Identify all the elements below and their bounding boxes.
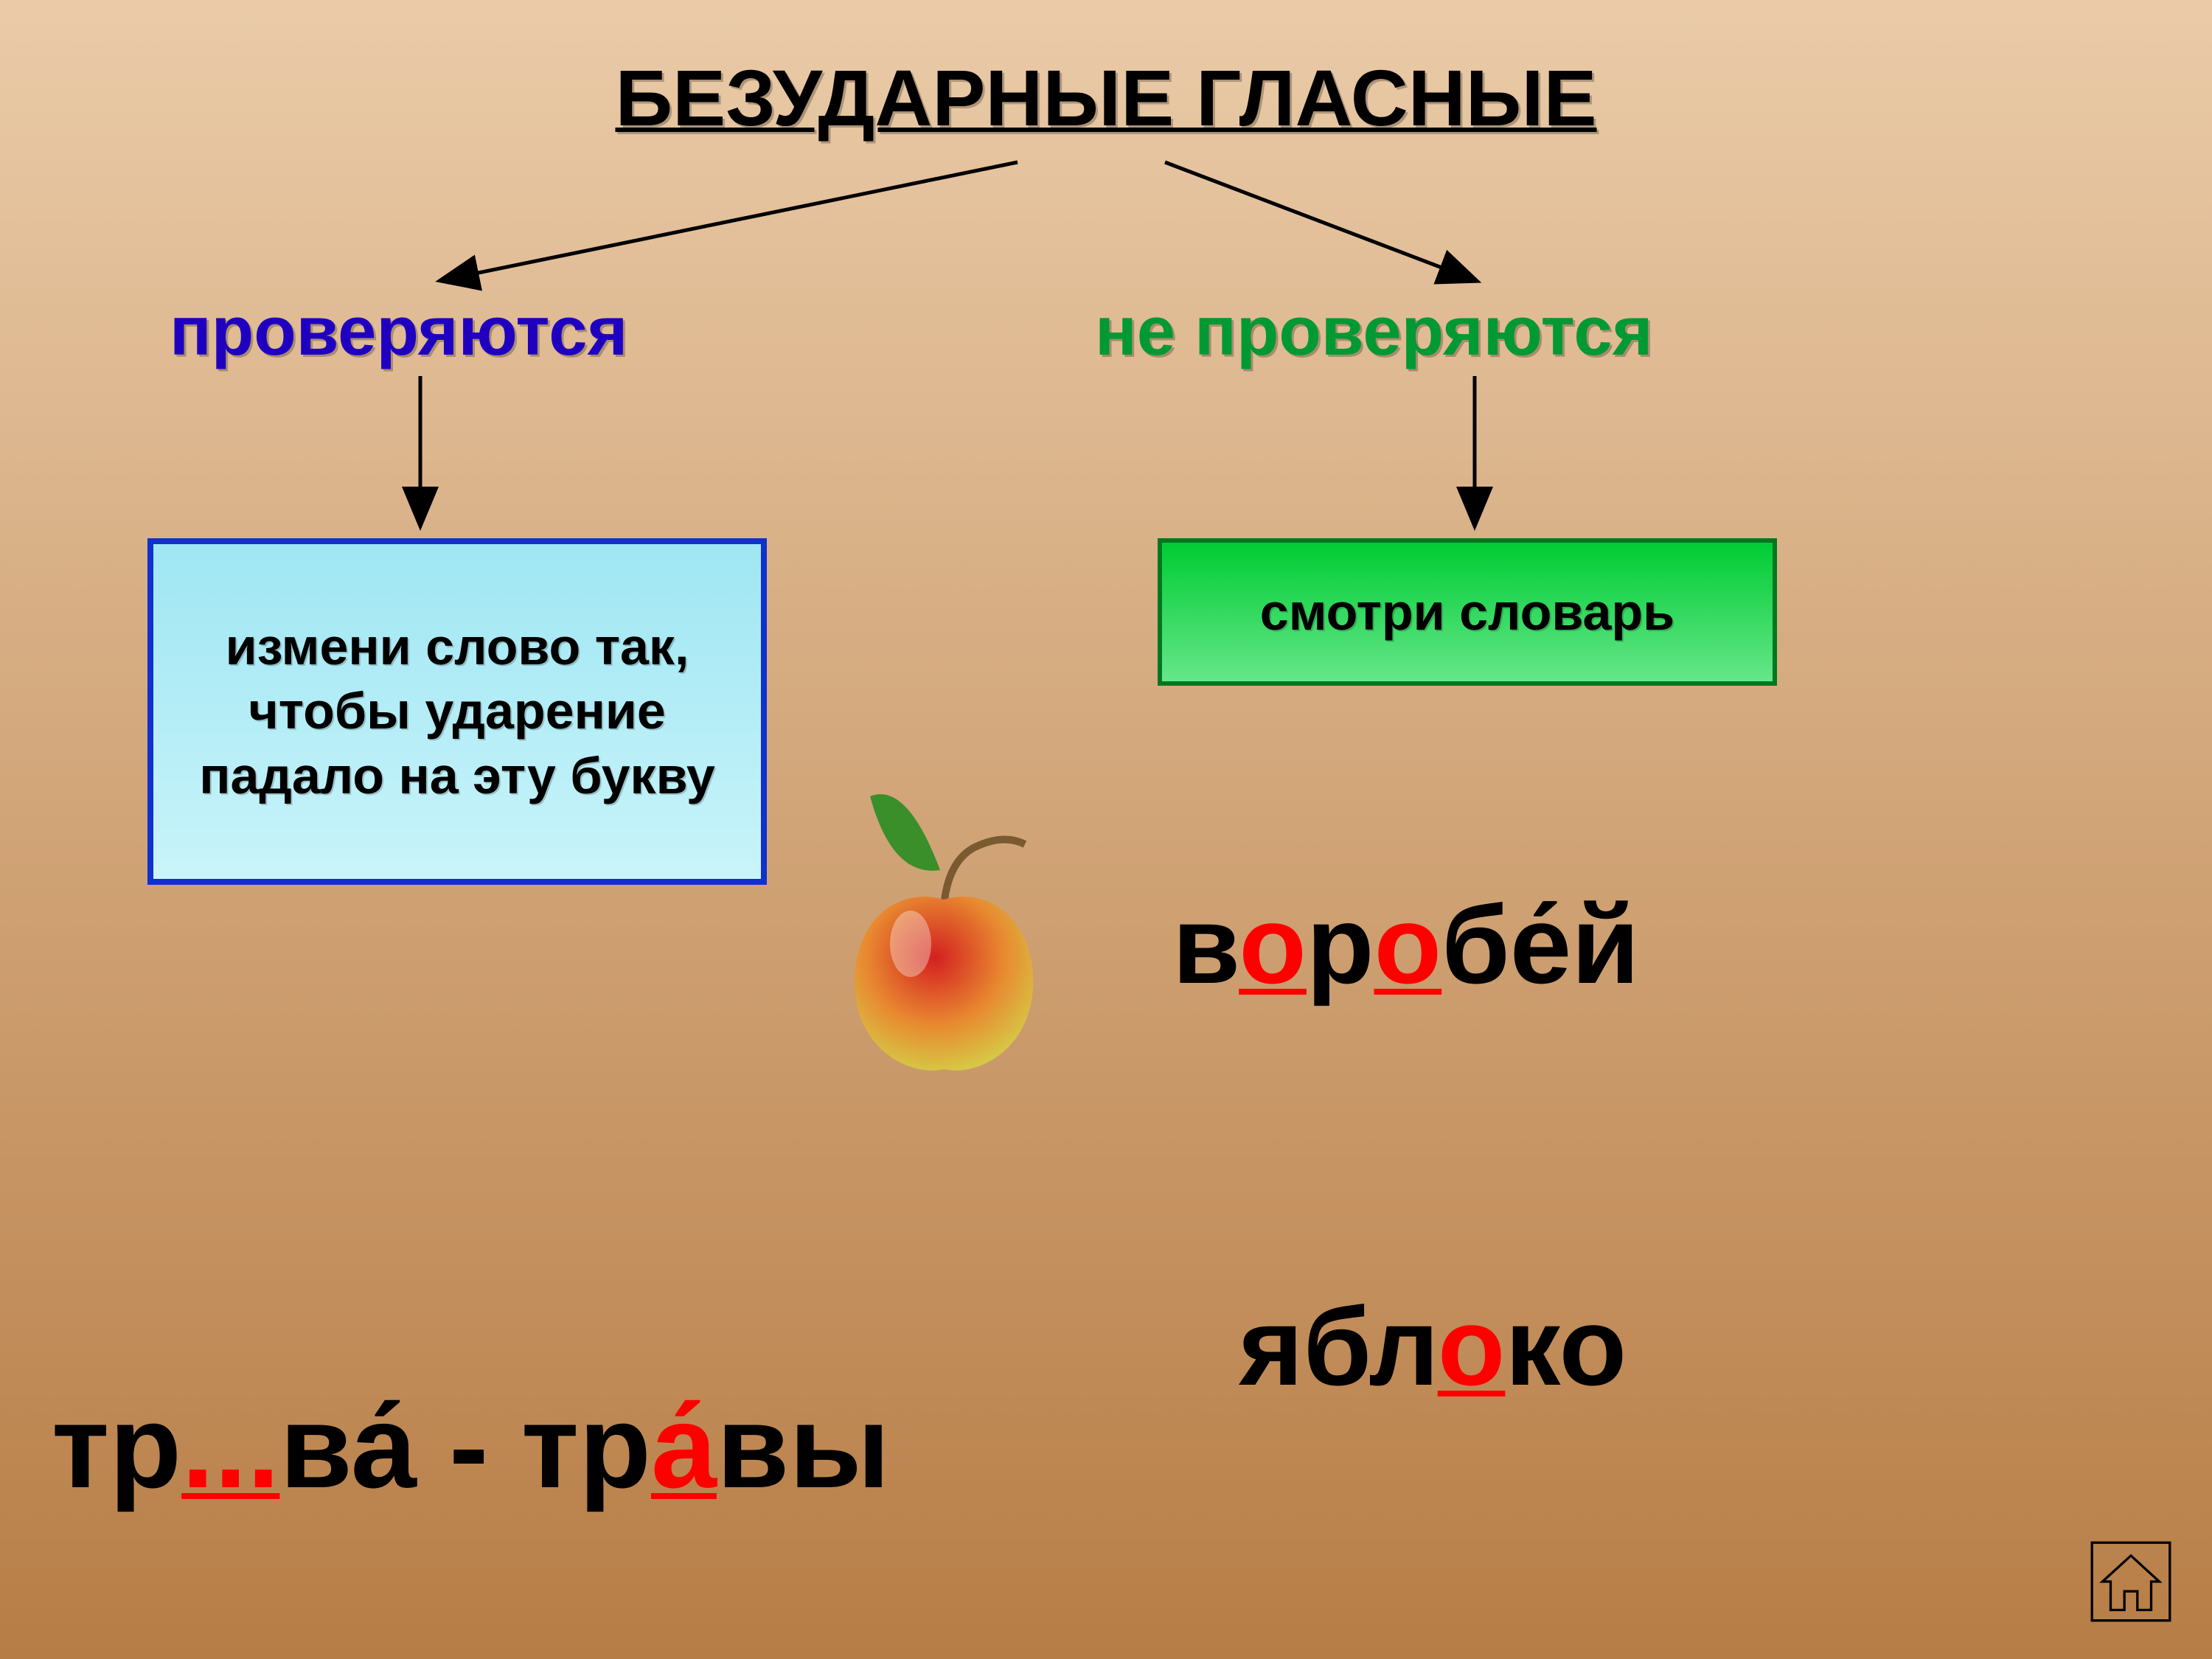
branch-left-text: проверяются bbox=[170, 292, 627, 369]
branch-right-text: не проверяются bbox=[1095, 292, 1653, 369]
title-text: БЕЗУДАРНЫЕ ГЛАСНЫЕ bbox=[615, 53, 1596, 142]
rule-box-dictionary: смотри словарь bbox=[1158, 538, 1777, 686]
page-title: БЕЗУДАРНЫЕ ГЛАСНЫЕ bbox=[615, 52, 1596, 144]
word-part: ко bbox=[1505, 1284, 1627, 1408]
example-trava: тр...ва́ - тра́вы bbox=[52, 1379, 890, 1514]
word-part: вы bbox=[717, 1380, 890, 1512]
word-part: в bbox=[1172, 883, 1239, 1006]
word-part: ябл bbox=[1239, 1284, 1438, 1408]
example-vorobey: воробе́й bbox=[1172, 881, 1639, 1009]
rule-box-right-text: смотри словарь bbox=[1260, 582, 1674, 641]
rule-box-left-text: измени слово так, чтобы ударение падало … bbox=[175, 615, 739, 809]
apple-illustration bbox=[826, 759, 1062, 1084]
home-button[interactable] bbox=[2087, 1537, 2175, 1626]
branch-checkable: проверяются bbox=[170, 291, 627, 371]
highlighted-letter: о bbox=[1239, 883, 1307, 1006]
word-part: р bbox=[1307, 883, 1374, 1006]
highlighted-letter: ... bbox=[181, 1380, 279, 1512]
highlighted-letter: о bbox=[1438, 1284, 1506, 1408]
word-part: бе́й bbox=[1441, 883, 1639, 1006]
word-part: ва́ - тр bbox=[279, 1380, 651, 1512]
highlighted-letter: а́ bbox=[651, 1380, 717, 1512]
rule-box-change-word: измени слово так, чтобы ударение падало … bbox=[147, 538, 767, 885]
branch-uncheckable: не проверяются bbox=[1095, 291, 1653, 371]
example-yabloko: яблоко bbox=[1239, 1283, 1627, 1411]
word-part: тр bbox=[52, 1380, 181, 1512]
highlighted-letter: о bbox=[1374, 883, 1442, 1006]
